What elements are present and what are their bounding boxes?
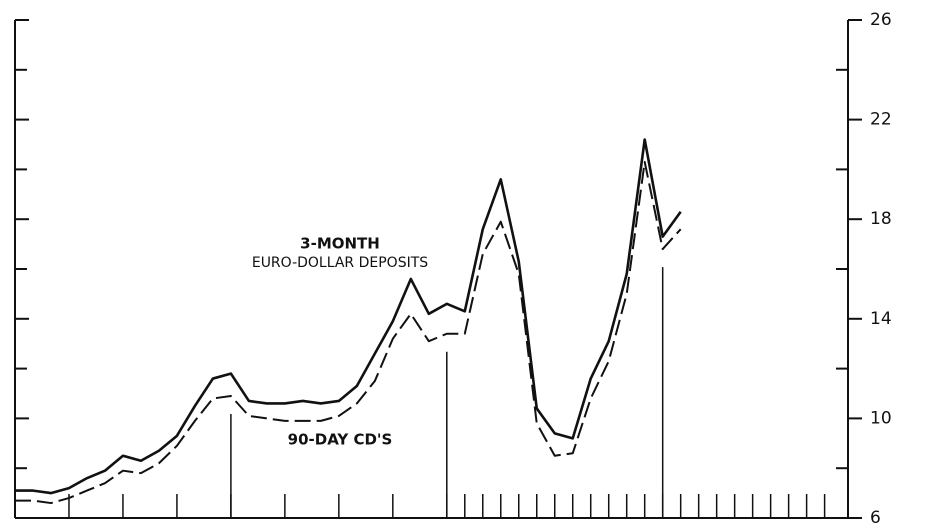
y-tick-label: 18 [870,209,892,229]
y-tick-label: 6 [870,508,881,528]
line-series [15,138,682,495]
y-tick-label: 10 [870,408,892,428]
annotation: 90-DAY CD'S [288,431,393,449]
y-tick-label: 22 [870,110,892,130]
annotation: EURO-DOLLAR DEPOSITS [252,255,428,271]
y-tick-label: 26 [870,10,892,30]
annotation: 3-MONTH [300,235,380,253]
y-tick-label: 14 [870,309,892,329]
line-series [15,160,682,505]
